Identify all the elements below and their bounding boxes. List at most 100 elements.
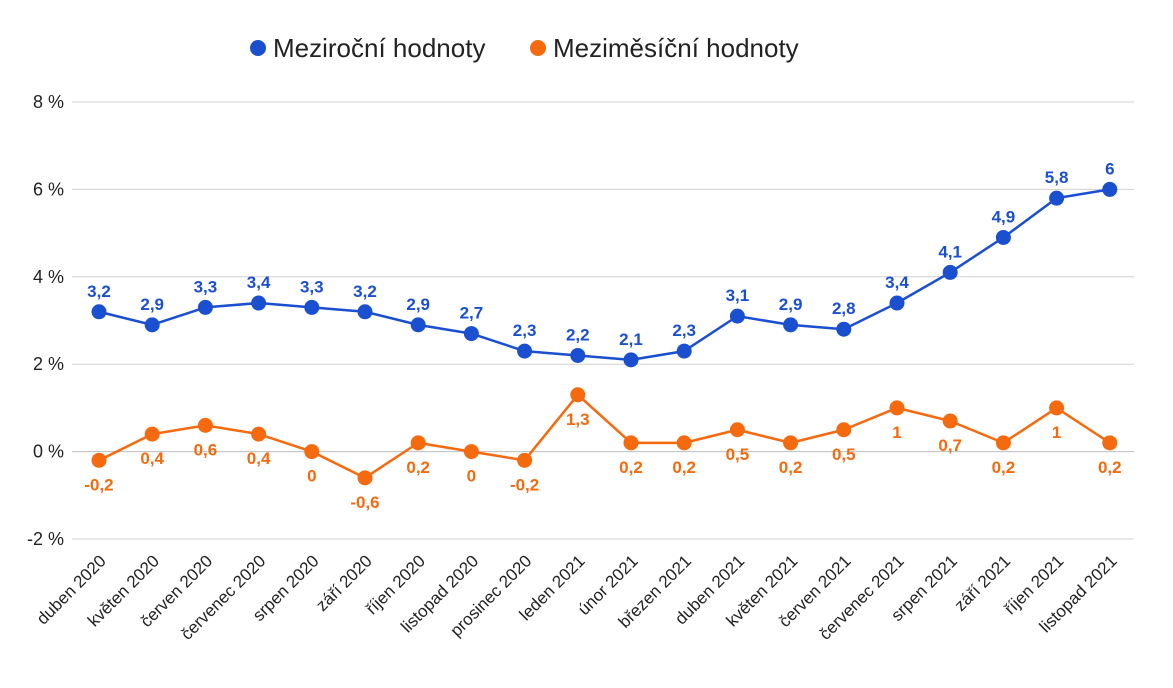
legend-marker-mezimesicni [530, 40, 546, 56]
data-point [570, 347, 586, 363]
data-label: 0 [307, 467, 316, 486]
data-point [463, 326, 479, 342]
data-label: 2,8 [832, 299, 856, 318]
data-label: 0,5 [726, 445, 750, 464]
data-point [197, 417, 213, 433]
data-label: 0,2 [1098, 458, 1122, 477]
data-point [729, 308, 745, 324]
data-point [517, 343, 533, 359]
data-label: 2,7 [460, 304, 484, 323]
data-point [889, 295, 905, 311]
data-point [1102, 181, 1118, 197]
legend-label-mezirocni: Meziroční hodnoty [273, 33, 485, 63]
data-label: 0,2 [619, 458, 643, 477]
data-label: 0,2 [992, 458, 1016, 477]
data-point [836, 422, 852, 438]
data-label: 0,4 [247, 449, 271, 468]
data-point [995, 435, 1011, 451]
data-label: 4,9 [992, 207, 1016, 226]
data-label: 2,9 [779, 295, 803, 314]
legend-label-mezimesicni: Meziměsíční hodnoty [553, 33, 799, 63]
y-tick-label: 6 % [33, 179, 64, 199]
y-tick-label: -2 % [27, 529, 64, 549]
data-point [783, 317, 799, 333]
data-point [144, 426, 160, 442]
data-label: 2,9 [140, 295, 164, 314]
data-label: 3,4 [247, 273, 271, 292]
data-point [463, 444, 479, 460]
data-point [410, 317, 426, 333]
legend-marker-mezirocni [250, 40, 266, 56]
data-label: 0,6 [194, 440, 218, 459]
data-label: 3,1 [726, 286, 750, 305]
data-point [570, 387, 586, 403]
data-point [676, 435, 692, 451]
data-point [91, 304, 107, 320]
data-label: 0,4 [140, 449, 164, 468]
data-point [836, 321, 852, 337]
data-point [1049, 190, 1065, 206]
y-tick-label: 8 % [33, 92, 64, 112]
data-label: 6 [1105, 159, 1114, 178]
data-label: 3,4 [885, 273, 909, 292]
data-label: 2,2 [566, 325, 590, 344]
data-label: 3,2 [353, 282, 377, 301]
data-label: 1 [1052, 423, 1061, 442]
data-label: 2,1 [619, 330, 643, 349]
data-label: -0,2 [510, 475, 539, 494]
data-point [1102, 435, 1118, 451]
y-tick-label: 0 % [33, 442, 64, 462]
data-point [623, 352, 639, 368]
data-point [623, 435, 639, 451]
y-tick-label: 4 % [33, 267, 64, 287]
data-point [357, 470, 373, 486]
y-tick-label: 2 % [33, 354, 64, 374]
data-label: 0,2 [779, 458, 803, 477]
data-point [304, 444, 320, 460]
data-point [1049, 400, 1065, 416]
data-point [251, 295, 267, 311]
data-point [783, 435, 799, 451]
data-label: 4,1 [938, 242, 962, 261]
data-label: 1,3 [566, 410, 590, 429]
data-label: 2,9 [406, 295, 430, 314]
data-point [357, 304, 373, 320]
data-point [410, 435, 426, 451]
series-line [98, 393, 1111, 480]
data-point [995, 229, 1011, 245]
data-label: 3,3 [300, 277, 324, 296]
series-line [98, 188, 1111, 362]
data-label: 0 [467, 467, 476, 486]
data-point [729, 422, 745, 438]
data-label: 3,2 [87, 282, 111, 301]
data-label: 5,8 [1045, 168, 1069, 187]
data-label: 3,3 [194, 277, 218, 296]
series [91, 181, 1118, 486]
data-label: 2,3 [672, 321, 696, 340]
data-label: 1 [892, 423, 901, 442]
data-point [251, 426, 267, 442]
data-label: -0,6 [350, 493, 379, 512]
data-label: 0,5 [832, 445, 856, 464]
y-axis-ticks: 8 % 6 % 4 % 2 % 0 % -2 % [27, 92, 64, 549]
data-point [91, 452, 107, 468]
data-point [517, 452, 533, 468]
data-point [942, 413, 958, 429]
legend: Meziroční hodnoty Meziměsíční hodnoty [250, 33, 799, 63]
data-label: -0,2 [84, 475, 113, 494]
data-label: 0,7 [938, 436, 962, 455]
data-point [676, 343, 692, 359]
data-label: 0,2 [406, 458, 430, 477]
data-point [304, 299, 320, 315]
data-label: 0,2 [672, 458, 696, 477]
data-point [144, 317, 160, 333]
data-point [942, 264, 958, 280]
data-point [889, 400, 905, 416]
gridlines [72, 101, 1134, 540]
data-point [197, 299, 213, 315]
data-label: 2,3 [513, 321, 537, 340]
data-labels: 3,2 2,9 3,3 3,4 3,3 3,2 2,9 2,7 2,3 2,2 2,1 2,3 3,1 2… [84, 159, 1121, 511]
